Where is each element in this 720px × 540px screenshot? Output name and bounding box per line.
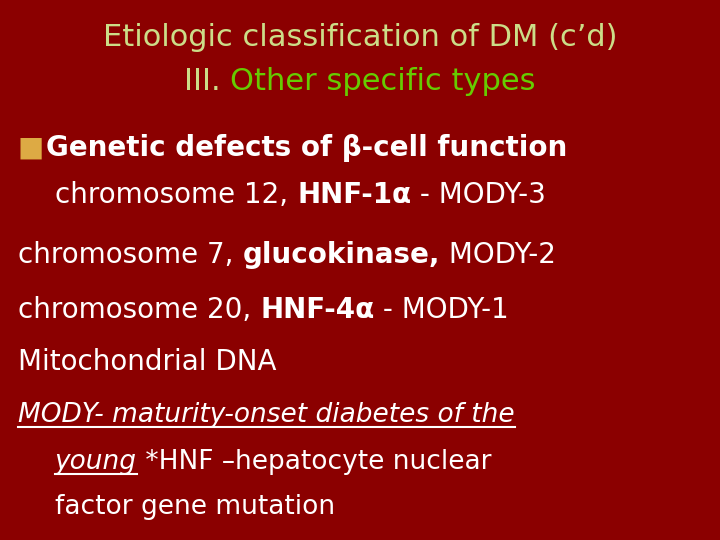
Text: *HNF –hepatocyte nuclear: *HNF –hepatocyte nuclear <box>137 449 492 475</box>
Text: ■: ■ <box>18 134 44 162</box>
Text: Etiologic classification of DM (c’d): Etiologic classification of DM (c’d) <box>103 24 617 52</box>
Text: - MODY-1: - MODY-1 <box>374 296 509 324</box>
Text: HNF-4α: HNF-4α <box>260 296 374 324</box>
Text: Other specific types: Other specific types <box>230 68 536 97</box>
Text: Genetic defects of β-cell function: Genetic defects of β-cell function <box>46 134 567 162</box>
Text: chromosome 12,: chromosome 12, <box>55 181 297 209</box>
Text: MODY- maturity-onset diabetes of the: MODY- maturity-onset diabetes of the <box>18 402 515 428</box>
Text: glucokinase,: glucokinase, <box>243 241 440 269</box>
Text: chromosome 20,: chromosome 20, <box>18 296 260 324</box>
Text: III.: III. <box>184 68 230 97</box>
Text: young: young <box>55 449 137 475</box>
Text: MODY-2: MODY-2 <box>440 241 556 269</box>
Text: chromosome 7,: chromosome 7, <box>18 241 243 269</box>
Text: HNF-1α: HNF-1α <box>297 181 411 209</box>
Text: Mitochondrial DNA: Mitochondrial DNA <box>18 348 276 376</box>
Text: - MODY-3: - MODY-3 <box>411 181 546 209</box>
Text: factor gene mutation: factor gene mutation <box>55 494 335 520</box>
Text: III. Other specific types: III. Other specific types <box>184 68 536 97</box>
